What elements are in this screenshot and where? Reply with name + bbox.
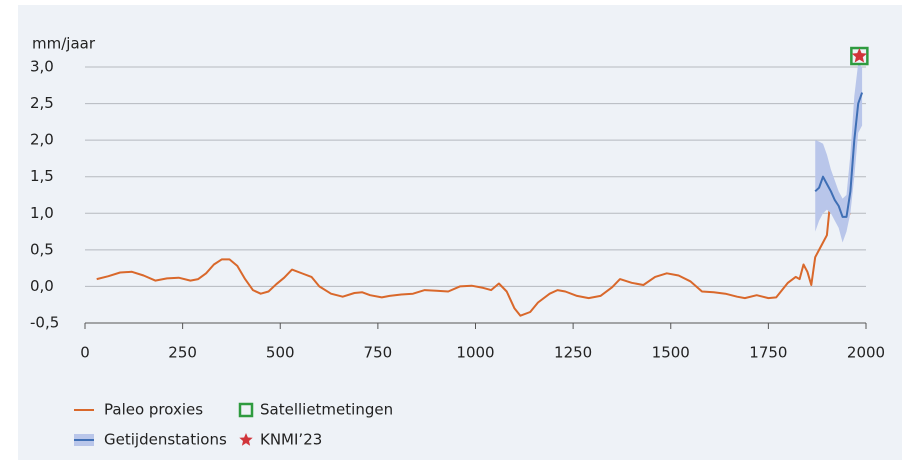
y-tick-label: 2,5 (30, 94, 54, 112)
x-tick-label: 2000 (847, 344, 885, 362)
legend-label: KNMI’23 (260, 431, 322, 449)
x-tick-label: 750 (364, 344, 393, 362)
y-tick-label: 0,5 (30, 240, 54, 258)
legend-swatch (239, 433, 253, 446)
x-tick-label: 0 (80, 344, 90, 362)
y-tick-label: 3,0 (30, 58, 54, 76)
legend-label: Getijdenstations (104, 431, 227, 449)
legend-label: Paleo proxies (104, 401, 203, 419)
line (96, 194, 851, 317)
x-tick-label: 1000 (456, 344, 494, 362)
y-tick-label: 2,0 (30, 131, 54, 149)
x-tick-label: 500 (266, 344, 295, 362)
legend-label: Satellietmetingen (260, 401, 393, 419)
marker (851, 48, 867, 63)
x-tick-label: 250 (168, 344, 197, 362)
y-tick-label: 1,5 (30, 167, 54, 185)
legend-swatch (238, 402, 254, 418)
marker (850, 46, 869, 66)
line (814, 92, 864, 218)
y-axis-label: mm/jaar (32, 35, 96, 53)
x-tick-label: 1250 (554, 344, 592, 362)
y-tick-label: 0,0 (30, 277, 54, 295)
panel (18, 5, 902, 460)
y-tick-label: -0,5 (30, 314, 59, 332)
x-tick-label: 1500 (652, 344, 690, 362)
y-tick-label: 1,0 (30, 204, 54, 222)
x-tick-label: 1750 (749, 344, 787, 362)
